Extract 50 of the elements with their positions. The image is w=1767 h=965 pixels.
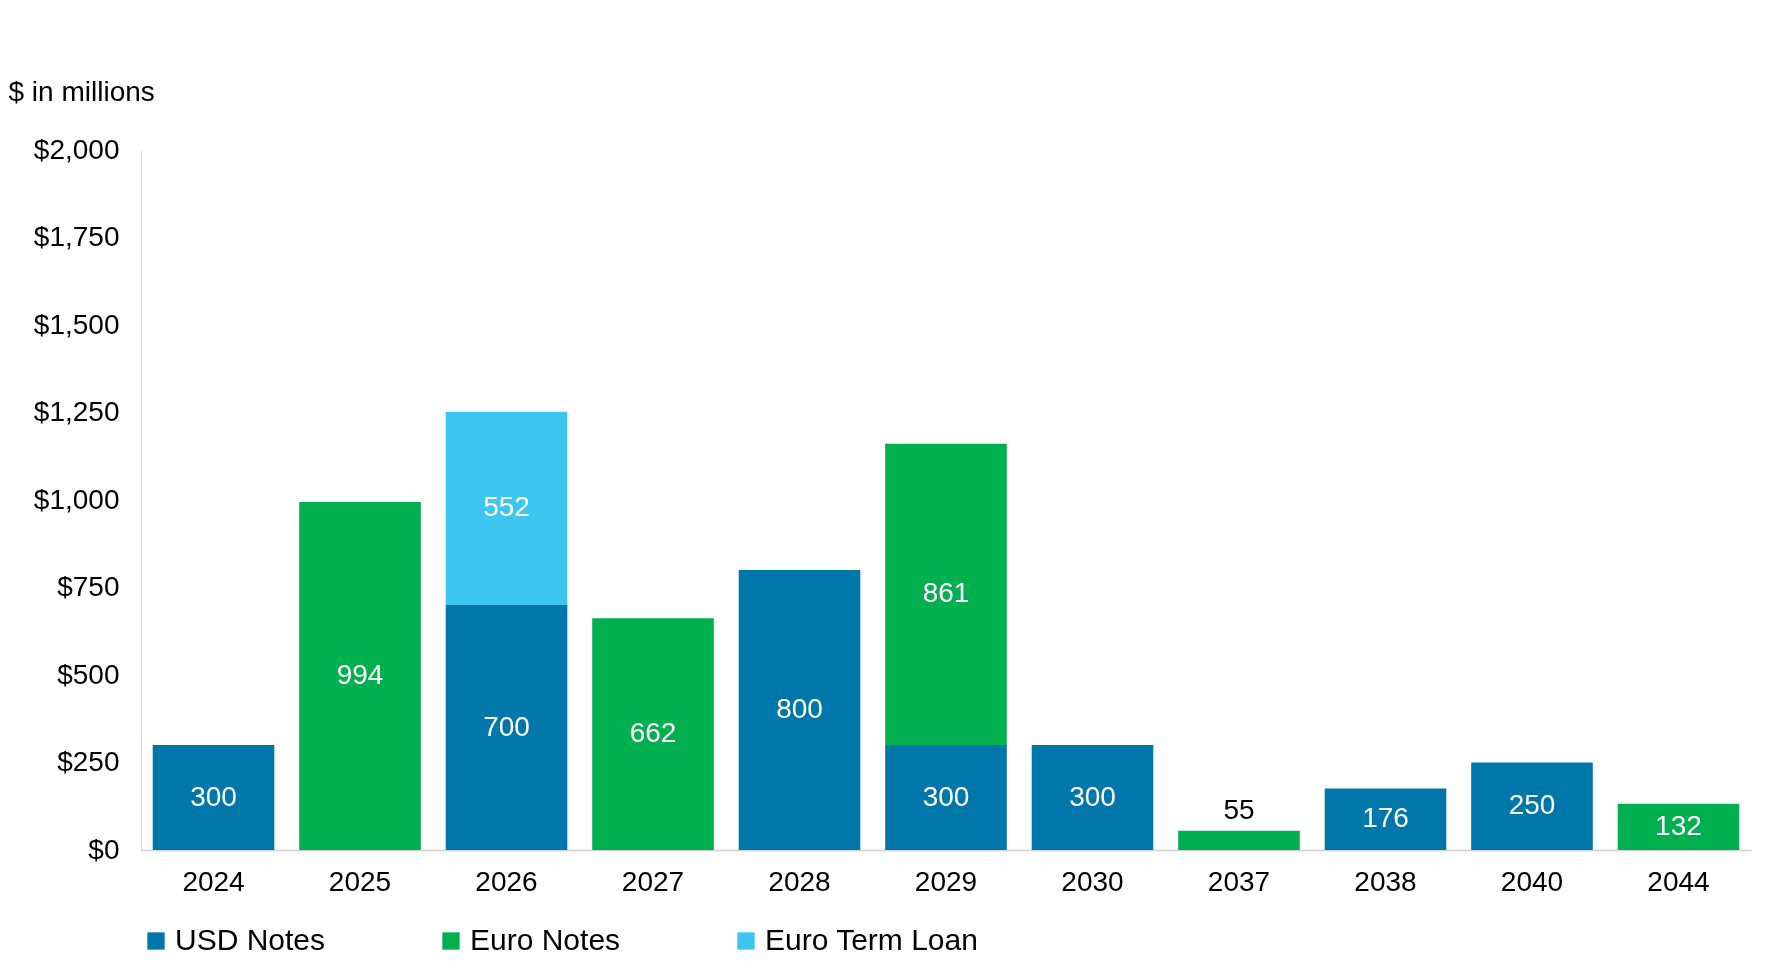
y-tick-label: $500 bbox=[57, 658, 120, 690]
y-tick-label: $250 bbox=[57, 746, 120, 777]
x-tick-label: 2037 bbox=[1207, 865, 1271, 897]
data-label: 552 bbox=[483, 491, 530, 523]
bar bbox=[1324, 788, 1447, 850]
data-label: 700 bbox=[483, 710, 530, 742]
y-tick-label: $0 bbox=[88, 833, 120, 865]
bar bbox=[1617, 803, 1740, 850]
data-label: 55 bbox=[1223, 793, 1255, 825]
bar bbox=[445, 605, 568, 850]
bar bbox=[445, 411, 568, 605]
bar bbox=[885, 443, 1007, 745]
x-tick-label: 2026 bbox=[475, 865, 538, 897]
y-tick-label: $1,750 bbox=[33, 221, 120, 252]
y-axis-title: $ in millions bbox=[8, 75, 155, 107]
legend-label: Euro Term Loan bbox=[765, 923, 978, 956]
y-tick-label: $1,250 bbox=[33, 396, 120, 427]
bar bbox=[738, 570, 861, 850]
legend-label: USD Notes bbox=[175, 923, 326, 956]
data-label: 994 bbox=[336, 659, 384, 691]
data-label: 300 bbox=[1069, 780, 1116, 812]
bar bbox=[1178, 830, 1300, 850]
y-tick-label: $1,500 bbox=[33, 308, 120, 340]
x-tick-label: 2027 bbox=[621, 865, 685, 897]
bar bbox=[592, 618, 714, 850]
data-label: 861 bbox=[922, 577, 970, 609]
bar bbox=[299, 502, 421, 850]
bar bbox=[885, 745, 1007, 850]
legend-label: Euro Notes bbox=[470, 923, 621, 956]
x-tick-label: 2040 bbox=[1500, 865, 1564, 897]
bar bbox=[152, 745, 275, 850]
x-tick-label: 2029 bbox=[914, 865, 978, 897]
y-tick-label: $1,000 bbox=[33, 483, 120, 515]
x-tick-label: 2028 bbox=[768, 865, 831, 897]
data-label: 662 bbox=[629, 717, 677, 749]
x-tick-label: 2044 bbox=[1647, 865, 1710, 897]
data-label: 300 bbox=[922, 780, 970, 812]
data-label: 176 bbox=[1362, 802, 1409, 834]
x-tick-label: 2030 bbox=[1061, 865, 1124, 897]
y-tick-label: $2,000 bbox=[33, 133, 120, 165]
bar bbox=[1471, 762, 1593, 850]
data-label: 132 bbox=[1655, 809, 1702, 841]
x-tick-label: 2024 bbox=[182, 865, 245, 897]
x-tick-label: 2038 bbox=[1354, 865, 1417, 897]
data-label: 300 bbox=[190, 780, 237, 812]
data-label: 250 bbox=[1508, 789, 1556, 821]
bar bbox=[1031, 745, 1154, 850]
x-tick-label: 2025 bbox=[328, 865, 392, 897]
y-tick-label: $750 bbox=[57, 571, 120, 602]
data-label: 800 bbox=[776, 693, 823, 724]
